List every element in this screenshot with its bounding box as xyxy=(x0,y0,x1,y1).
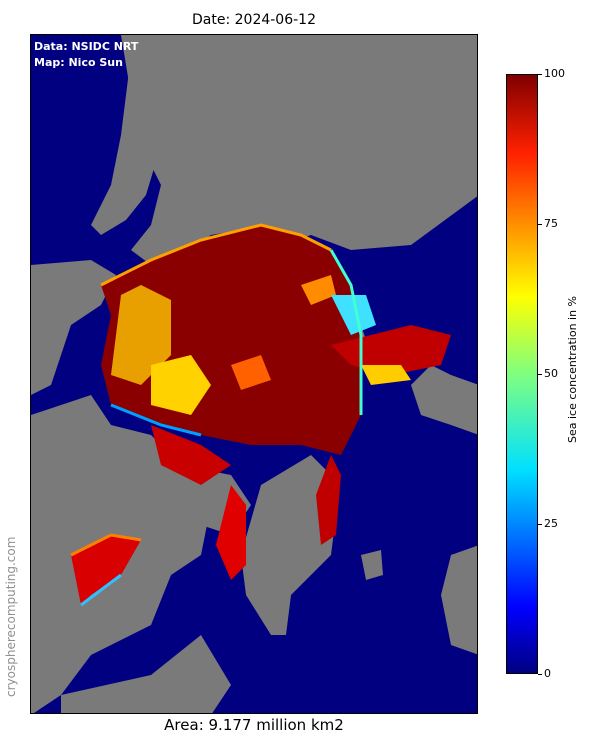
colorbar-label: Sea ice concentration in % xyxy=(566,296,579,443)
sea-ice-map xyxy=(30,34,478,714)
data-credit: Data: NSIDC NRT xyxy=(34,40,138,53)
watermark: cryospherecomputing.com xyxy=(4,537,18,697)
map-credit: Map: Nico Sun xyxy=(34,56,123,69)
land-frame xyxy=(31,35,37,714)
colorbar xyxy=(506,74,538,674)
area-readout: Area: 9.177 million km2 xyxy=(30,716,478,734)
map-title: Date: 2024-06-12 xyxy=(30,12,478,28)
